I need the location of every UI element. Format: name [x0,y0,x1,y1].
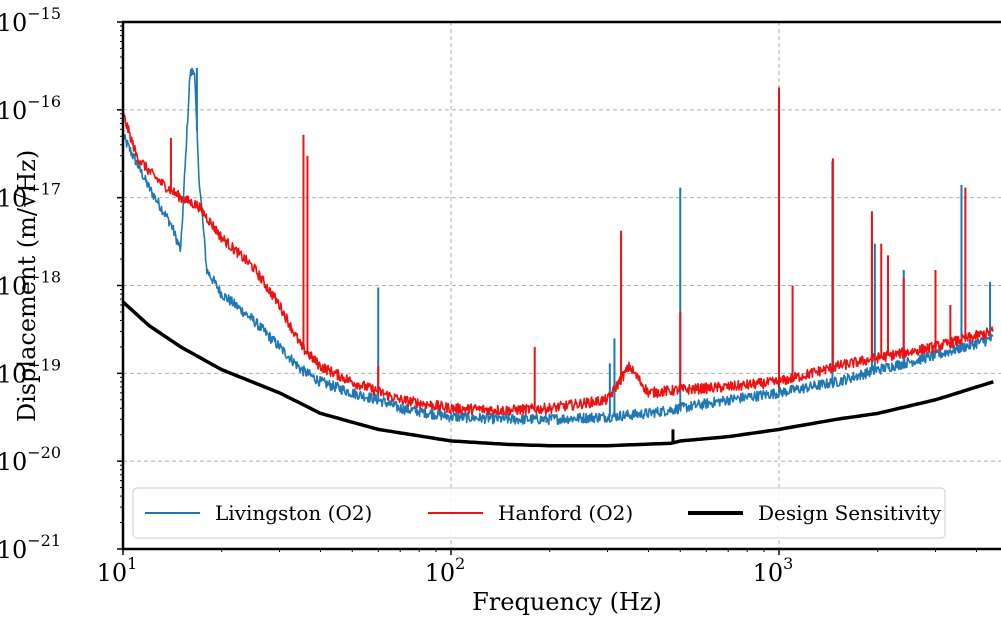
legend-label: Hanford (O2) [498,501,633,525]
x-tick-label: 103 [753,554,794,587]
x-tick-label: 102 [425,554,466,587]
legend-box [132,487,946,539]
y-tick-label: 10−19 [0,355,61,388]
legend: Livingston (O2) Hanford (O2) Design Sensit… [132,487,946,539]
y-tick-label: 10−17 [0,180,61,213]
y-tick-label: 10−21 [0,531,61,564]
y-axis-title: Displacement (m/√Hz) [13,150,41,422]
y-tick-label: 10−18 [0,268,61,301]
series-1 [123,87,994,416]
y-tick-label: 10−20 [0,443,61,476]
x-axis-title: Frequency (Hz) [472,588,662,616]
legend-label: Design Sensitivity [758,501,942,525]
series-line [123,111,994,416]
series-line [123,67,994,426]
y-tick-label: 10−15 [0,4,61,37]
series-2 [123,300,994,448]
y-tick-label: 10−16 [0,92,61,125]
plot-frame [121,20,1001,551]
grid-lines [123,22,1001,549]
series-layer [123,67,994,448]
series-line [123,300,994,448]
x-tick-label: 101 [97,554,138,587]
ticks: 101 102 103 10−15 10−16 10−17 10−18 10−19 10−20 1… [0,4,977,587]
legend-label: Livingston (O2) [215,501,372,525]
series-0 [123,67,994,426]
